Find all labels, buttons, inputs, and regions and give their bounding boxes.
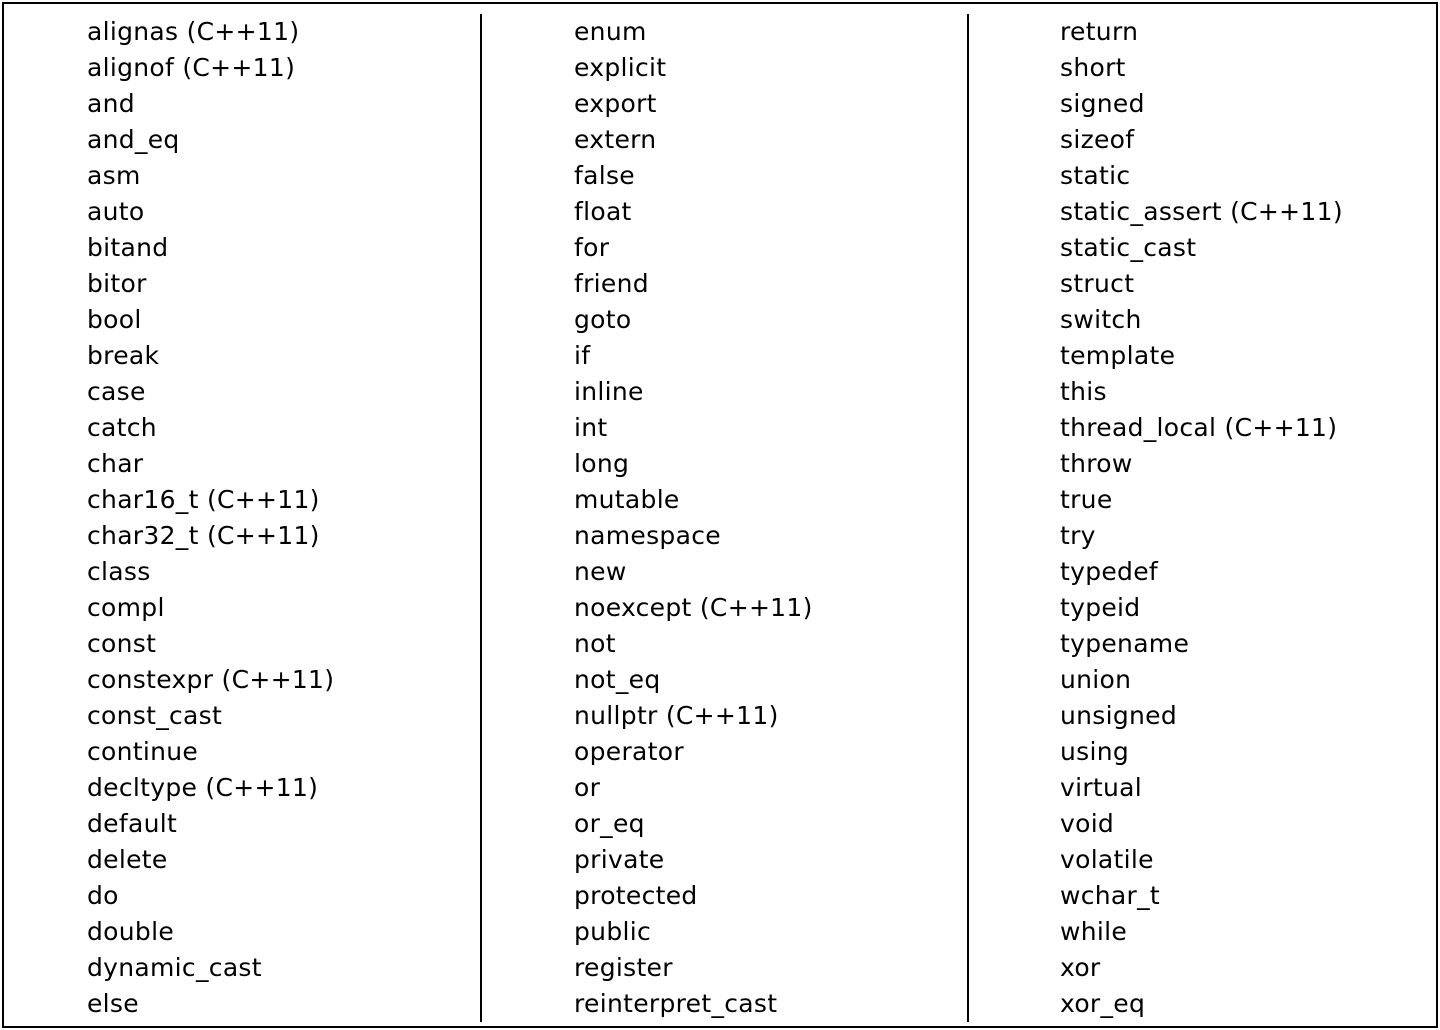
keyword-item: decltype (C++11) xyxy=(87,773,319,802)
keyword-item: alignof (C++11) xyxy=(87,53,296,82)
keyword-item: private xyxy=(574,845,665,874)
keyword-item: extern xyxy=(574,125,657,154)
keyword-item: union xyxy=(1060,665,1132,694)
keyword-item: compl xyxy=(87,593,165,622)
keyword-item: dynamic_cast xyxy=(87,953,262,982)
keyword-item: const_cast xyxy=(87,701,223,730)
keyword-item: break xyxy=(87,341,160,370)
keyword-item: float xyxy=(574,197,632,226)
keyword-item: short xyxy=(1060,53,1126,82)
keyword-item: char32_t (C++11) xyxy=(87,521,320,550)
keyword-item: register xyxy=(574,953,673,982)
keyword-item: default xyxy=(87,809,178,838)
keyword-item: xor_eq xyxy=(1060,989,1146,1018)
column-divider xyxy=(967,14,969,1022)
keyword-item: inline xyxy=(574,377,644,406)
keyword-item: this xyxy=(1060,377,1107,406)
keyword-item: public xyxy=(574,917,652,946)
keyword-item: struct xyxy=(1060,269,1135,298)
keyword-item: virtual xyxy=(1060,773,1143,802)
keyword-item: char16_t (C++11) xyxy=(87,485,320,514)
keyword-item: friend xyxy=(574,269,649,298)
keyword-item: static xyxy=(1060,161,1131,190)
keyword-item: sizeof xyxy=(1060,125,1135,154)
keyword-item: delete xyxy=(87,845,168,874)
keyword-item: goto xyxy=(574,305,632,334)
keyword-item: do xyxy=(87,881,119,910)
keyword-item: typename xyxy=(1060,629,1190,658)
keyword-item: double xyxy=(87,917,175,946)
keyword-item: char xyxy=(87,449,144,478)
keyword-item: void xyxy=(1060,809,1115,838)
keyword-column-1: alignas (C++11) alignof (C++11) and and_… xyxy=(87,14,334,1022)
keyword-item: if xyxy=(574,341,591,370)
keyword-item: long xyxy=(574,449,630,478)
keyword-item: enum xyxy=(574,17,647,46)
keyword-item: not xyxy=(574,629,616,658)
keyword-item: false xyxy=(574,161,635,190)
keyword-item: typeid xyxy=(1060,593,1141,622)
keyword-item: true xyxy=(1060,485,1113,514)
keyword-item: reinterpret_cast xyxy=(574,989,778,1018)
keyword-item: using xyxy=(1060,737,1130,766)
keyword-item: case xyxy=(87,377,146,406)
keyword-item: continue xyxy=(87,737,199,766)
keyword-item: and_eq xyxy=(87,125,180,154)
keyword-item: or_eq xyxy=(574,809,645,838)
keyword-item: protected xyxy=(574,881,698,910)
keyword-column-2: enum explicit export extern false float … xyxy=(574,14,813,1022)
keyword-item: static_assert (C++11) xyxy=(1060,197,1343,226)
keyword-item: wchar_t xyxy=(1060,881,1161,910)
keyword-column-3: return short signed sizeof static static… xyxy=(1060,14,1343,1022)
keyword-item: or xyxy=(574,773,601,802)
keyword-item: operator xyxy=(574,737,684,766)
keyword-item: asm xyxy=(87,161,141,190)
keyword-item: export xyxy=(574,89,657,118)
keyword-item: else xyxy=(87,989,139,1018)
keyword-item: alignas (C++11) xyxy=(87,17,300,46)
keyword-item: noexcept (C++11) xyxy=(574,593,813,622)
keyword-item: class xyxy=(87,557,151,586)
keyword-item: thread_local (C++11) xyxy=(1060,413,1338,442)
keyword-item: while xyxy=(1060,917,1128,946)
keyword-item: constexpr (C++11) xyxy=(87,665,335,694)
keyword-item: switch xyxy=(1060,305,1142,334)
keyword-item: and xyxy=(87,89,135,118)
keyword-item: typedef xyxy=(1060,557,1158,586)
keyword-item: for xyxy=(574,233,610,262)
keyword-item: static_cast xyxy=(1060,233,1197,262)
keyword-item: bool xyxy=(87,305,142,334)
keyword-item: signed xyxy=(1060,89,1145,118)
keyword-item: xor xyxy=(1060,953,1101,982)
keyword-item: mutable xyxy=(574,485,680,514)
keyword-item: volatile xyxy=(1060,845,1154,874)
keyword-item: bitand xyxy=(87,233,169,262)
keyword-item: const xyxy=(87,629,157,658)
keyword-item: explicit xyxy=(574,53,667,82)
keyword-item: throw xyxy=(1060,449,1133,478)
keyword-item: not_eq xyxy=(574,665,661,694)
column-divider xyxy=(480,14,482,1022)
keyword-item: auto xyxy=(87,197,145,226)
keyword-item: namespace xyxy=(574,521,721,550)
keyword-item: nullptr (C++11) xyxy=(574,701,779,730)
keyword-item: unsigned xyxy=(1060,701,1178,730)
keyword-item: new xyxy=(574,557,627,586)
keyword-item: bitor xyxy=(87,269,147,298)
keyword-item: template xyxy=(1060,341,1176,370)
keyword-item: catch xyxy=(87,413,157,442)
keyword-item: return xyxy=(1060,17,1139,46)
keyword-item: int xyxy=(574,413,608,442)
keyword-item: try xyxy=(1060,521,1096,550)
